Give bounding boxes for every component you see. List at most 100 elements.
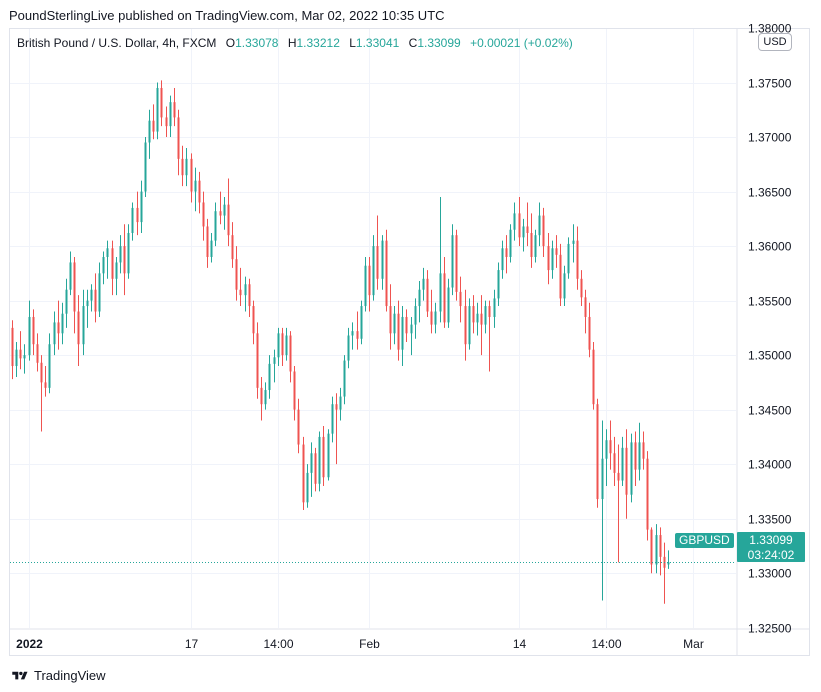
candle-body xyxy=(343,360,346,397)
candle xyxy=(397,300,400,361)
candle xyxy=(588,302,591,358)
candle-body xyxy=(601,458,604,500)
candle xyxy=(32,309,35,356)
candle xyxy=(327,429,330,481)
currency-button[interactable]: USD xyxy=(758,33,792,51)
candle-body xyxy=(335,404,338,410)
open-value: 1.33078 xyxy=(235,36,279,50)
candle xyxy=(530,213,533,268)
candle-body xyxy=(488,306,491,317)
candle xyxy=(202,191,205,241)
candle xyxy=(518,197,521,247)
candle xyxy=(410,316,413,356)
candle xyxy=(555,235,558,268)
candle-body xyxy=(364,265,367,307)
footer-brand[interactable]: TradingView xyxy=(10,668,106,683)
candle-body xyxy=(256,333,259,388)
candle-body xyxy=(526,226,529,234)
candle-body xyxy=(94,289,97,312)
candle xyxy=(206,218,209,268)
candle-body xyxy=(53,322,56,345)
candle-body xyxy=(493,298,496,317)
candle xyxy=(219,191,222,225)
candle-body xyxy=(235,259,238,290)
candle-body xyxy=(609,440,612,454)
candle-body xyxy=(617,472,620,481)
candle-body xyxy=(455,235,458,292)
candle xyxy=(210,233,213,263)
candle xyxy=(493,289,496,328)
price-axis: 1.38000 1.37500 1.37000 1.36500 1.36000 1.355… xyxy=(748,22,792,636)
candle xyxy=(86,289,89,328)
candle-body xyxy=(119,246,122,263)
candle xyxy=(468,298,471,350)
candle xyxy=(613,436,616,486)
candle xyxy=(94,273,97,323)
candle xyxy=(572,224,575,263)
candle-body xyxy=(227,204,230,236)
candle xyxy=(173,87,176,127)
candle-body xyxy=(426,278,429,312)
candle xyxy=(40,355,43,432)
candle xyxy=(522,218,525,252)
price-tick-label: 1.35000 xyxy=(748,349,792,363)
price-tick-label: 1.36500 xyxy=(748,186,792,200)
candle-body xyxy=(518,213,521,238)
candle-body xyxy=(19,349,22,359)
candle xyxy=(194,167,197,212)
candle-body xyxy=(372,246,375,296)
candle xyxy=(227,178,230,247)
candle xyxy=(376,215,379,290)
candle-body xyxy=(185,158,188,176)
candle-body xyxy=(252,306,255,334)
time-tick-label: 14:00 xyxy=(263,637,293,651)
candle xyxy=(580,270,583,307)
candle xyxy=(165,106,168,138)
candle xyxy=(297,398,300,454)
close-label: C xyxy=(408,36,418,50)
candle xyxy=(198,171,201,214)
candle xyxy=(136,191,139,236)
candle-body xyxy=(69,262,72,290)
candle xyxy=(347,327,350,369)
candle xyxy=(596,398,599,508)
candle xyxy=(389,284,392,350)
candle-body xyxy=(144,142,147,192)
candle xyxy=(650,527,653,574)
candle-body xyxy=(459,291,462,307)
candle-body xyxy=(339,396,342,410)
candle-body xyxy=(202,202,205,227)
time-tick-label: Mar xyxy=(683,637,704,651)
candle xyxy=(381,235,384,290)
candle-body xyxy=(190,158,193,192)
candle-body xyxy=(497,270,500,299)
candle xyxy=(484,300,487,334)
candle xyxy=(322,426,325,486)
candle-body xyxy=(559,254,562,299)
candle xyxy=(451,224,454,296)
candle xyxy=(576,226,579,290)
candle-body xyxy=(534,235,537,257)
candle xyxy=(144,137,147,198)
open-label: O xyxy=(225,36,236,50)
candle-body xyxy=(588,316,591,350)
candle-body xyxy=(214,211,217,241)
candle-body xyxy=(98,273,101,312)
candle-body xyxy=(410,324,413,334)
candle-body xyxy=(484,306,487,325)
candle-body xyxy=(613,453,616,473)
candle-body xyxy=(547,246,550,271)
candle-body xyxy=(152,120,155,132)
candle xyxy=(439,197,442,323)
candle-body xyxy=(397,313,400,350)
candle xyxy=(231,222,234,268)
candle xyxy=(339,387,342,421)
candle xyxy=(98,262,101,317)
candle-body xyxy=(210,240,213,257)
candle-body xyxy=(638,442,641,470)
candle xyxy=(90,284,93,312)
candle-body xyxy=(289,335,292,372)
candle-body xyxy=(173,102,176,118)
candle xyxy=(592,342,595,410)
